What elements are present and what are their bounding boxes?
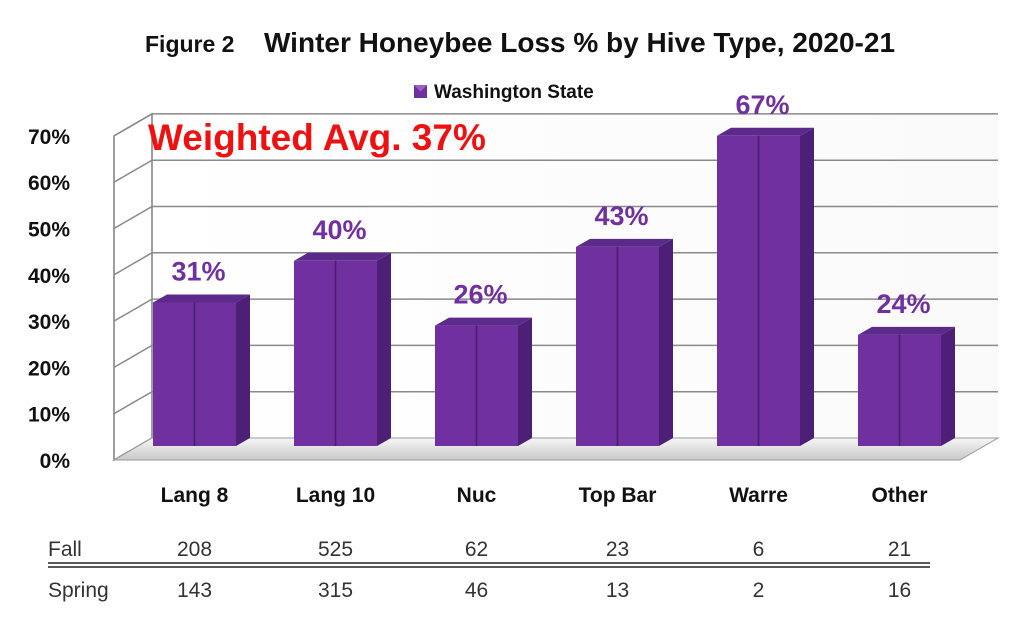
gridline: [113, 344, 998, 369]
gridline: [113, 298, 998, 322]
table-cell: 62: [465, 538, 488, 561]
table-cell: 208: [177, 538, 212, 561]
x-tick-label: Nuc: [457, 484, 497, 507]
bar-top: [435, 317, 532, 326]
legend-swatch-shine: [414, 85, 427, 92]
table-cell: 46: [465, 579, 488, 602]
gridline: [113, 159, 998, 183]
legend: Washington State: [414, 82, 594, 103]
y-tick-label: 10%: [28, 404, 70, 427]
weighted-average-annotation: Weighted Avg. 37%: [148, 117, 486, 158]
data-labels: 31% 40% 26% 43% 67% 24%: [171, 90, 930, 319]
y-tick-label: 60%: [28, 172, 70, 195]
side-wall: [113, 112, 153, 462]
y-tick-label: 50%: [28, 219, 70, 242]
gridline: [113, 113, 998, 137]
data-label: 43%: [594, 201, 648, 231]
bar-side: [941, 326, 955, 446]
table-cell: 143: [177, 579, 212, 602]
table-row-label: Spring: [48, 579, 109, 602]
data-label: 40%: [312, 215, 366, 245]
data-label: 31%: [171, 256, 225, 286]
bar: [435, 317, 532, 446]
y-axis-ticks: 0% 10% 20% 30% 40% 50% 60% 70%: [28, 126, 70, 473]
table-cell: 315: [318, 579, 353, 602]
y-tick-label: 0%: [40, 450, 71, 473]
bar: [153, 294, 250, 446]
table-cell: 6: [753, 538, 765, 561]
y-tick-label: 40%: [28, 265, 70, 288]
bar-top: [858, 326, 955, 335]
x-tick-label: Lang 8: [161, 484, 229, 507]
x-tick-label: Warre: [729, 484, 788, 507]
table-cell: 23: [606, 538, 629, 561]
bars: [153, 127, 955, 447]
bar-side: [518, 317, 532, 446]
legend-series-name: Washington State: [434, 82, 594, 103]
bar-top: [153, 294, 250, 303]
gridline: [113, 390, 998, 415]
gridline: [113, 205, 998, 230]
bar-side: [377, 252, 391, 446]
x-tick-label: Other: [871, 484, 927, 507]
gridline: [113, 252, 998, 276]
table-cell: 2: [753, 579, 765, 602]
bar-top: [576, 238, 673, 247]
bar-top: [294, 252, 391, 261]
data-label: 24%: [876, 289, 930, 319]
bar-side: [800, 127, 814, 446]
bar: [576, 238, 673, 446]
chart-title: Winter Honeybee Loss % by Hive Type, 202…: [264, 27, 895, 58]
data-label: 67%: [735, 90, 789, 120]
table-cell: 525: [318, 538, 353, 561]
y-tick-label: 70%: [28, 126, 70, 149]
x-tick-label: Lang 10: [296, 484, 375, 507]
bar: [858, 326, 955, 446]
table-row-label: Fall: [48, 538, 82, 561]
y-tick-label: 20%: [28, 357, 70, 380]
data-label: 26%: [453, 280, 507, 310]
bar-side: [236, 294, 250, 446]
y-tick-label: 30%: [28, 311, 70, 334]
x-tick-label: Top Bar: [579, 484, 657, 507]
bar: [717, 127, 814, 447]
table-cell: 16: [888, 579, 911, 602]
hive-count-table: Fall 208 525 62 23 6 21 Spring 143 315 46 13 2 16: [48, 538, 930, 602]
bar-top: [717, 127, 814, 136]
x-axis-categories: Lang 8 Lang 10 Nuc Top Bar Warre Other: [161, 484, 928, 507]
bar: [294, 252, 391, 446]
figure-label: Figure 2: [145, 31, 234, 57]
table-cell: 21: [888, 538, 911, 561]
bar-side: [659, 238, 673, 446]
table-cell: 13: [606, 579, 629, 602]
